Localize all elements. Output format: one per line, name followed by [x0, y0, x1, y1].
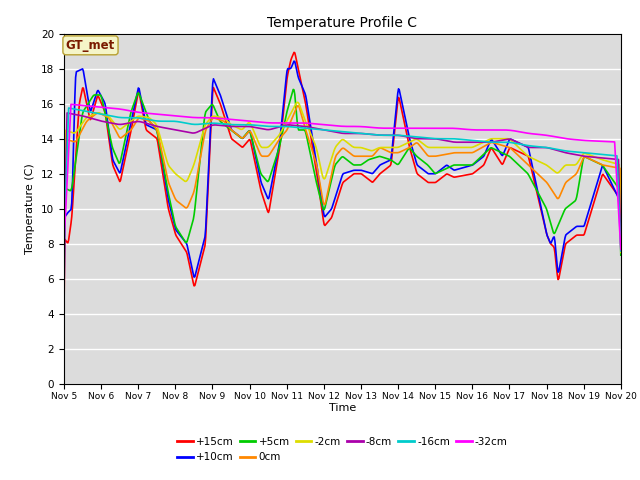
- -16cm: [60, 243, 68, 249]
- -32cm: [617, 247, 625, 252]
- +10cm: [127, 118, 135, 123]
- -2cm: [60, 229, 68, 235]
- +15cm: [214, 94, 221, 99]
- Line: 0cm: 0cm: [64, 106, 621, 262]
- 0cm: [428, 154, 435, 159]
- -8cm: [71, 111, 79, 117]
- Text: GT_met: GT_met: [66, 39, 115, 52]
- -8cm: [617, 241, 625, 247]
- -16cm: [214, 120, 222, 126]
- Line: -8cm: -8cm: [64, 113, 621, 248]
- +5cm: [70, 170, 78, 176]
- +15cm: [411, 163, 419, 169]
- +15cm: [184, 254, 192, 260]
- -8cm: [60, 245, 68, 251]
- 0cm: [411, 141, 419, 147]
- -2cm: [184, 176, 192, 182]
- -2cm: [411, 137, 419, 143]
- +5cm: [214, 112, 221, 118]
- 0cm: [294, 103, 301, 108]
- -32cm: [71, 102, 79, 108]
- -16cm: [185, 121, 193, 127]
- 0cm: [214, 116, 221, 122]
- -32cm: [411, 125, 419, 131]
- -32cm: [67, 101, 75, 107]
- -2cm: [70, 130, 78, 136]
- -2cm: [293, 99, 301, 105]
- -32cm: [214, 115, 222, 121]
- +5cm: [617, 252, 625, 258]
- Title: Temperature Profile C: Temperature Profile C: [268, 16, 417, 30]
- -2cm: [127, 118, 135, 124]
- +15cm: [60, 309, 68, 314]
- -8cm: [411, 135, 419, 141]
- +15cm: [617, 197, 625, 203]
- +10cm: [411, 154, 419, 160]
- Line: +15cm: +15cm: [64, 52, 621, 312]
- -16cm: [65, 105, 72, 111]
- -8cm: [128, 120, 136, 125]
- -2cm: [428, 144, 435, 150]
- -16cm: [428, 135, 435, 141]
- 0cm: [60, 259, 68, 264]
- +10cm: [617, 200, 625, 205]
- -16cm: [617, 248, 625, 254]
- +15cm: [290, 49, 298, 55]
- -16cm: [71, 106, 79, 112]
- Line: -2cm: -2cm: [64, 102, 621, 252]
- -8cm: [214, 122, 222, 128]
- Line: +5cm: +5cm: [64, 89, 621, 255]
- -8cm: [428, 136, 435, 142]
- 0cm: [617, 219, 625, 225]
- +5cm: [411, 151, 419, 157]
- 0cm: [184, 204, 192, 209]
- Legend: +15cm, +10cm, +5cm, 0cm, -2cm, -8cm, -16cm, -32cm: +15cm, +10cm, +5cm, 0cm, -2cm, -8cm, -16…: [173, 433, 512, 467]
- -2cm: [617, 250, 625, 255]
- X-axis label: Time: Time: [329, 403, 356, 413]
- +10cm: [428, 171, 435, 177]
- Y-axis label: Temperature (C): Temperature (C): [26, 163, 35, 254]
- +15cm: [127, 126, 135, 132]
- +5cm: [289, 86, 297, 92]
- +5cm: [184, 236, 192, 242]
- -16cm: [128, 115, 136, 120]
- -32cm: [60, 241, 68, 247]
- +10cm: [184, 246, 192, 252]
- -16cm: [411, 134, 419, 140]
- +10cm: [290, 58, 298, 64]
- -8cm: [63, 110, 71, 116]
- -32cm: [185, 114, 193, 120]
- +5cm: [60, 251, 68, 256]
- -2cm: [214, 114, 221, 120]
- +5cm: [127, 108, 135, 114]
- -32cm: [428, 125, 435, 131]
- +15cm: [70, 180, 78, 186]
- 0cm: [127, 127, 135, 132]
- -32cm: [128, 108, 136, 114]
- Line: -16cm: -16cm: [64, 108, 621, 251]
- -8cm: [185, 130, 193, 135]
- +10cm: [60, 298, 68, 304]
- +15cm: [428, 180, 435, 185]
- Line: -32cm: -32cm: [64, 104, 621, 250]
- +5cm: [428, 166, 435, 172]
- +10cm: [214, 85, 221, 91]
- +10cm: [70, 123, 78, 129]
- 0cm: [70, 139, 78, 144]
- Line: +10cm: +10cm: [64, 61, 621, 301]
